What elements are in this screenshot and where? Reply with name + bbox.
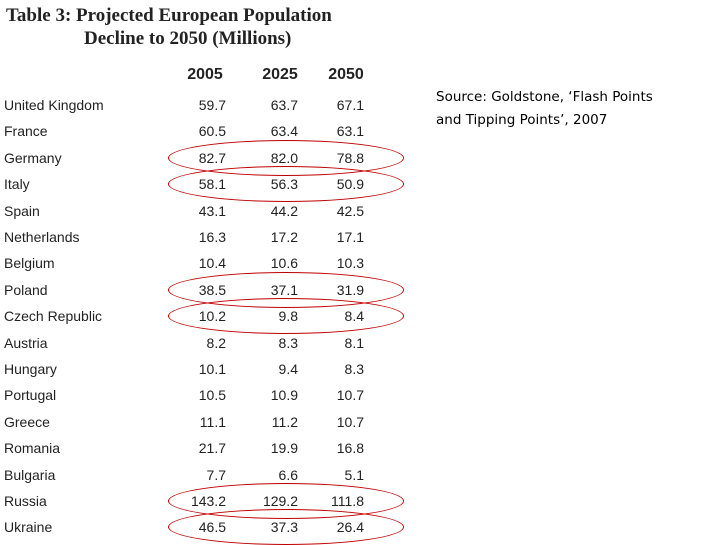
value-2025: 10.9 <box>270 387 298 404</box>
value-2050: 10.3 <box>336 255 364 272</box>
highlight-ellipse <box>168 166 404 203</box>
value-2005: 10.5 <box>198 387 226 404</box>
highlight-ellipse <box>168 298 404 335</box>
value-2050: 67.1 <box>336 97 364 113</box>
table-row: Germany 82.7 82.0 78.8 <box>0 139 404 176</box>
value-2050: 8.1 <box>344 334 364 351</box>
value-2025: 63.4 <box>270 123 298 140</box>
country-name: Germany <box>4 149 62 166</box>
value-2005: 43.1 <box>198 202 226 219</box>
value-2025: 8.3 <box>278 334 298 351</box>
country-name: Bulgaria <box>4 466 56 483</box>
table-row: Greece 11.1 11.2 10.7 <box>0 410 380 436</box>
table-row: Spain 43.1 44.2 42.5 <box>0 199 380 225</box>
table-row: Portugal 10.5 10.9 10.7 <box>0 383 380 409</box>
value-2005: 59.7 <box>198 97 226 113</box>
table-row: Bulgaria 7.7 6.6 5.1 <box>0 463 380 489</box>
table-row: Belgium 10.4 10.6 10.3 <box>0 251 380 277</box>
country-name: Poland <box>4 281 48 298</box>
country-name: Ukraine <box>4 519 53 536</box>
table-row: Czech Republic 10.2 9.8 8.4 <box>0 298 404 335</box>
value-2025: 44.2 <box>270 202 298 219</box>
source-citation: Source: Goldstone, ‘Flash Points and Tip… <box>436 86 716 132</box>
source-line-1: Source: Goldstone, ‘Flash Points <box>436 89 653 105</box>
value-2025: 17.2 <box>270 229 298 245</box>
value-2025: 63.7 <box>270 97 298 113</box>
table-row: Russia 143.2 129.2 111.8 <box>0 483 404 519</box>
country-name: United Kingdom <box>4 97 104 113</box>
value-2025: 6.6 <box>278 466 298 483</box>
table-row: France 60.5 63.4 63.1 <box>0 119 380 145</box>
value-2005: 7.7 <box>206 466 226 483</box>
table-row: Italy 58.1 56.3 50.9 <box>0 166 404 203</box>
table-row: United Kingdom 59.7 63.7 67.1 <box>0 93 380 119</box>
value-2050: 10.7 <box>336 387 364 404</box>
country-name: Belgium <box>4 255 55 272</box>
country-name: Greece <box>4 413 50 430</box>
country-name: Portugal <box>4 387 57 404</box>
value-2025: 9.4 <box>278 361 298 377</box>
value-2025: 11.2 <box>271 413 298 430</box>
country-name: Spain <box>4 202 40 219</box>
country-name: France <box>4 123 48 140</box>
value-2050: 42.5 <box>336 202 364 219</box>
value-2050: 17.1 <box>336 229 364 245</box>
value-2050: 16.8 <box>336 440 364 457</box>
value-2005: 16.3 <box>198 229 226 245</box>
value-2005: 21.7 <box>198 440 226 457</box>
table-title-line-2: Decline to 2050 (Millions) <box>84 28 292 49</box>
table-title-line-1: Table 3: Projected European Population <box>6 5 332 26</box>
source-line-2: and Tipping Points’, 2007 <box>436 112 608 128</box>
table-row: Hungary 10.1 9.4 8.3 <box>0 357 380 383</box>
country-name: Austria <box>4 334 48 351</box>
value-2005: 8.2 <box>206 334 226 351</box>
column-header-2050: 2050 <box>328 66 364 83</box>
column-header-2005: 2005 <box>187 66 223 83</box>
table-row: Austria 8.2 8.3 8.1 <box>0 331 380 357</box>
value-2050: 63.1 <box>336 123 364 140</box>
country-name: Russia <box>4 493 47 509</box>
country-name: Romania <box>4 440 61 457</box>
value-2050: 5.1 <box>344 466 364 483</box>
table-row: Ukraine 46.5 37.3 26.4 <box>0 509 404 545</box>
value-2025: 10.6 <box>270 255 298 272</box>
country-name: Hungary <box>4 361 57 377</box>
value-2005: 60.5 <box>198 123 226 140</box>
value-2005: 10.1 <box>198 361 226 377</box>
country-name: Italy <box>4 176 30 193</box>
table-title: Table 3: Projected European Population D… <box>6 4 332 50</box>
value-2005: 11.1 <box>199 413 226 430</box>
value-2050: 8.3 <box>344 361 364 377</box>
value-2025: 19.9 <box>270 440 298 457</box>
column-header-2025: 2025 <box>262 66 298 83</box>
value-2005: 10.4 <box>198 255 226 272</box>
value-2050: 10.7 <box>336 413 364 430</box>
table-row: Netherlands 16.3 17.2 17.1 <box>0 225 380 251</box>
country-name: Netherlands <box>4 229 80 245</box>
table-row: Romania 21.7 19.9 16.8 <box>0 436 380 462</box>
country-name: Czech Republic <box>4 308 103 325</box>
